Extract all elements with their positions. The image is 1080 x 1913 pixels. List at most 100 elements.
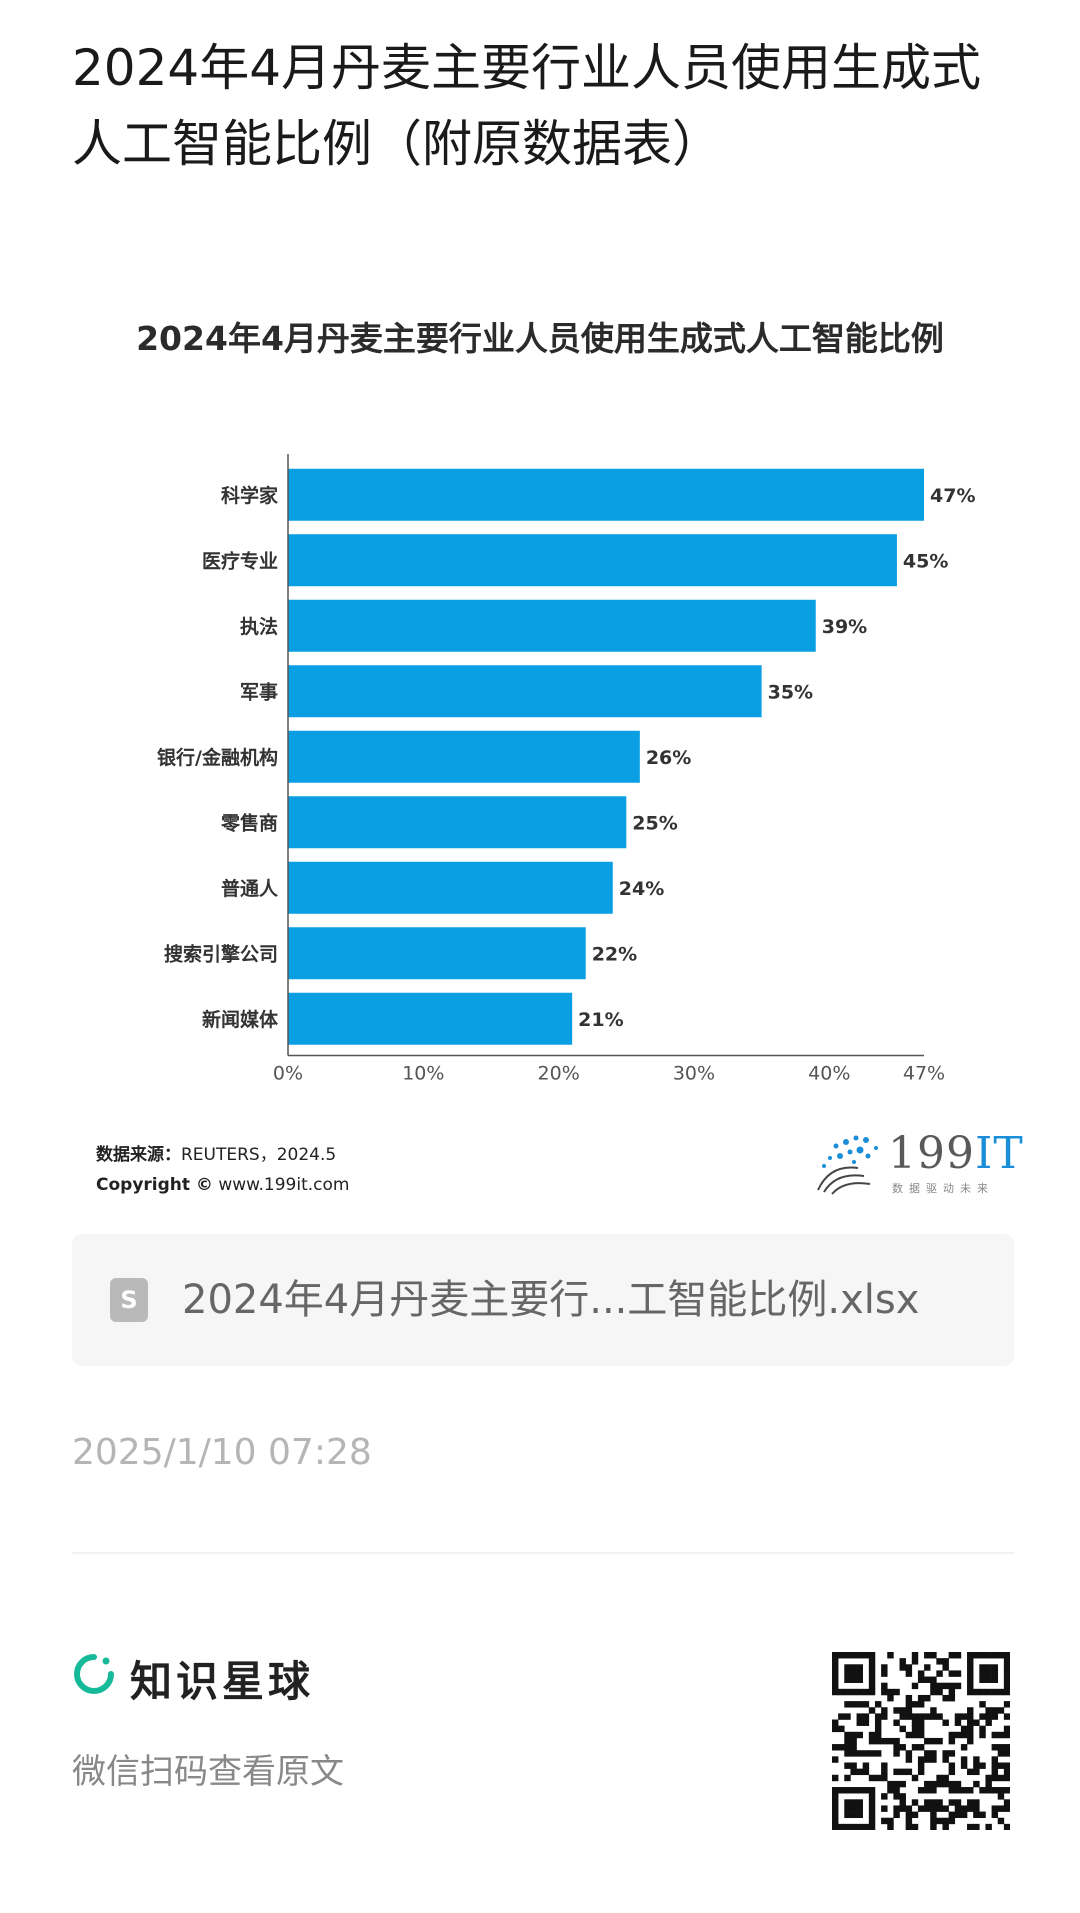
qr-module xyxy=(832,1787,839,1794)
category-label: 科学家 xyxy=(221,484,279,507)
qr-module xyxy=(960,1787,968,1794)
scan-hint: 微信扫码查看原文 xyxy=(72,1752,344,1792)
qr-module xyxy=(850,1664,857,1671)
qr-module xyxy=(844,1787,851,1794)
qr-module xyxy=(973,1688,980,1696)
qr-module xyxy=(1003,1750,1010,1757)
category-label: 银行/金融机构 xyxy=(157,746,278,769)
qr-module xyxy=(832,1811,839,1819)
qr-module xyxy=(850,1731,857,1739)
qr-module xyxy=(948,1762,956,1769)
qr-module xyxy=(868,1750,876,1757)
data-label: 21% xyxy=(578,1009,623,1031)
qr-module xyxy=(868,1707,876,1714)
qr-module xyxy=(954,1713,962,1720)
qr-module xyxy=(997,1762,1005,1769)
qr-module xyxy=(844,1664,851,1671)
qr-module xyxy=(911,1823,919,1830)
qr-module xyxy=(979,1652,986,1659)
qr-module xyxy=(832,1682,839,1690)
qr-module xyxy=(874,1713,882,1720)
qr-module xyxy=(1003,1688,1010,1696)
qr-module xyxy=(997,1707,1005,1714)
qr-module xyxy=(924,1664,931,1671)
qr-module xyxy=(911,1713,919,1720)
qr-module xyxy=(930,1805,937,1812)
qr-module xyxy=(967,1713,974,1720)
qr-module xyxy=(930,1707,937,1714)
qr-module xyxy=(991,1768,999,1776)
logo-tagline: 数据驱动未来 xyxy=(892,1182,994,1195)
qr-module xyxy=(930,1676,937,1683)
qr-module xyxy=(1003,1664,1010,1671)
divider xyxy=(72,1552,1014,1554)
qr-module xyxy=(899,1744,906,1751)
qr-module xyxy=(832,1664,839,1671)
qr-module xyxy=(997,1744,1005,1751)
qr-module xyxy=(954,1780,962,1788)
qr-module xyxy=(960,1756,968,1763)
qr-module xyxy=(967,1737,974,1745)
qr-module xyxy=(924,1652,931,1659)
qr-module xyxy=(911,1682,919,1690)
qr-module xyxy=(1003,1731,1010,1739)
qr-module xyxy=(911,1774,919,1782)
bar-chart: 科学家 47% 医疗专业 45% 执法 39% 军事 35% 银行/金融机构 26% 零售商 25% 普… xyxy=(157,454,975,1080)
qr-module xyxy=(862,1750,870,1757)
qr-module xyxy=(985,1664,992,1671)
brand-name: 知识星球 xyxy=(130,1657,315,1706)
attachment-card[interactable]: S 2024年4月丹麦主要行...工智能比例.xlsx xyxy=(72,1234,1014,1366)
qr-module xyxy=(924,1805,931,1812)
qr-module xyxy=(899,1664,906,1671)
bar xyxy=(288,534,897,587)
qr-module xyxy=(942,1756,949,1763)
qr-module xyxy=(930,1750,937,1757)
qr-module xyxy=(893,1719,900,1726)
qr-module xyxy=(850,1688,857,1696)
page-title: 2024年4月丹麦主要行业人员使用生成式人工智能比例（附原数据表） xyxy=(72,39,982,173)
qr-module xyxy=(979,1664,986,1671)
qr-module xyxy=(881,1793,888,1800)
qr-module xyxy=(899,1805,906,1812)
qr-module xyxy=(850,1799,857,1806)
qr-module xyxy=(954,1799,962,1806)
qr-module xyxy=(881,1713,888,1720)
bar xyxy=(288,665,762,718)
qr-module xyxy=(832,1774,839,1782)
qr-module xyxy=(868,1811,876,1819)
qr-module xyxy=(967,1799,974,1806)
qr-module xyxy=(917,1768,925,1776)
qr-module xyxy=(856,1676,863,1683)
qr-module xyxy=(973,1823,980,1830)
qr-module xyxy=(973,1780,980,1788)
qr-module xyxy=(1003,1774,1010,1782)
qr-module xyxy=(1003,1676,1010,1683)
qr-module xyxy=(911,1719,919,1726)
qr-module xyxy=(911,1744,919,1751)
qr-module xyxy=(1003,1652,1010,1659)
qr-module xyxy=(844,1652,851,1659)
qr-module xyxy=(868,1658,876,1665)
attachment-filename: 2024年4月丹麦主要行...工智能比例.xlsx xyxy=(182,1277,920,1323)
qr-module xyxy=(979,1713,986,1720)
qr-module xyxy=(881,1664,888,1671)
qr-module xyxy=(850,1744,857,1751)
qr-module xyxy=(899,1768,906,1776)
qr-module xyxy=(917,1694,925,1702)
qr-module xyxy=(862,1652,870,1659)
qr-module xyxy=(967,1676,974,1683)
qr-module xyxy=(948,1652,956,1659)
qr-module xyxy=(948,1737,956,1745)
qr-module xyxy=(917,1756,925,1763)
qr-module xyxy=(887,1737,894,1745)
qr-module xyxy=(1003,1805,1010,1812)
qr-module xyxy=(844,1744,851,1751)
qr-module xyxy=(1003,1725,1010,1733)
qr-module xyxy=(868,1731,876,1739)
qr-module xyxy=(893,1787,900,1794)
copyright-label: Copyright © xyxy=(96,1175,213,1195)
qr-module xyxy=(862,1787,870,1794)
qr-module xyxy=(856,1688,863,1696)
qr-code-icon[interactable] xyxy=(832,1652,1010,1830)
qr-module xyxy=(844,1701,851,1708)
